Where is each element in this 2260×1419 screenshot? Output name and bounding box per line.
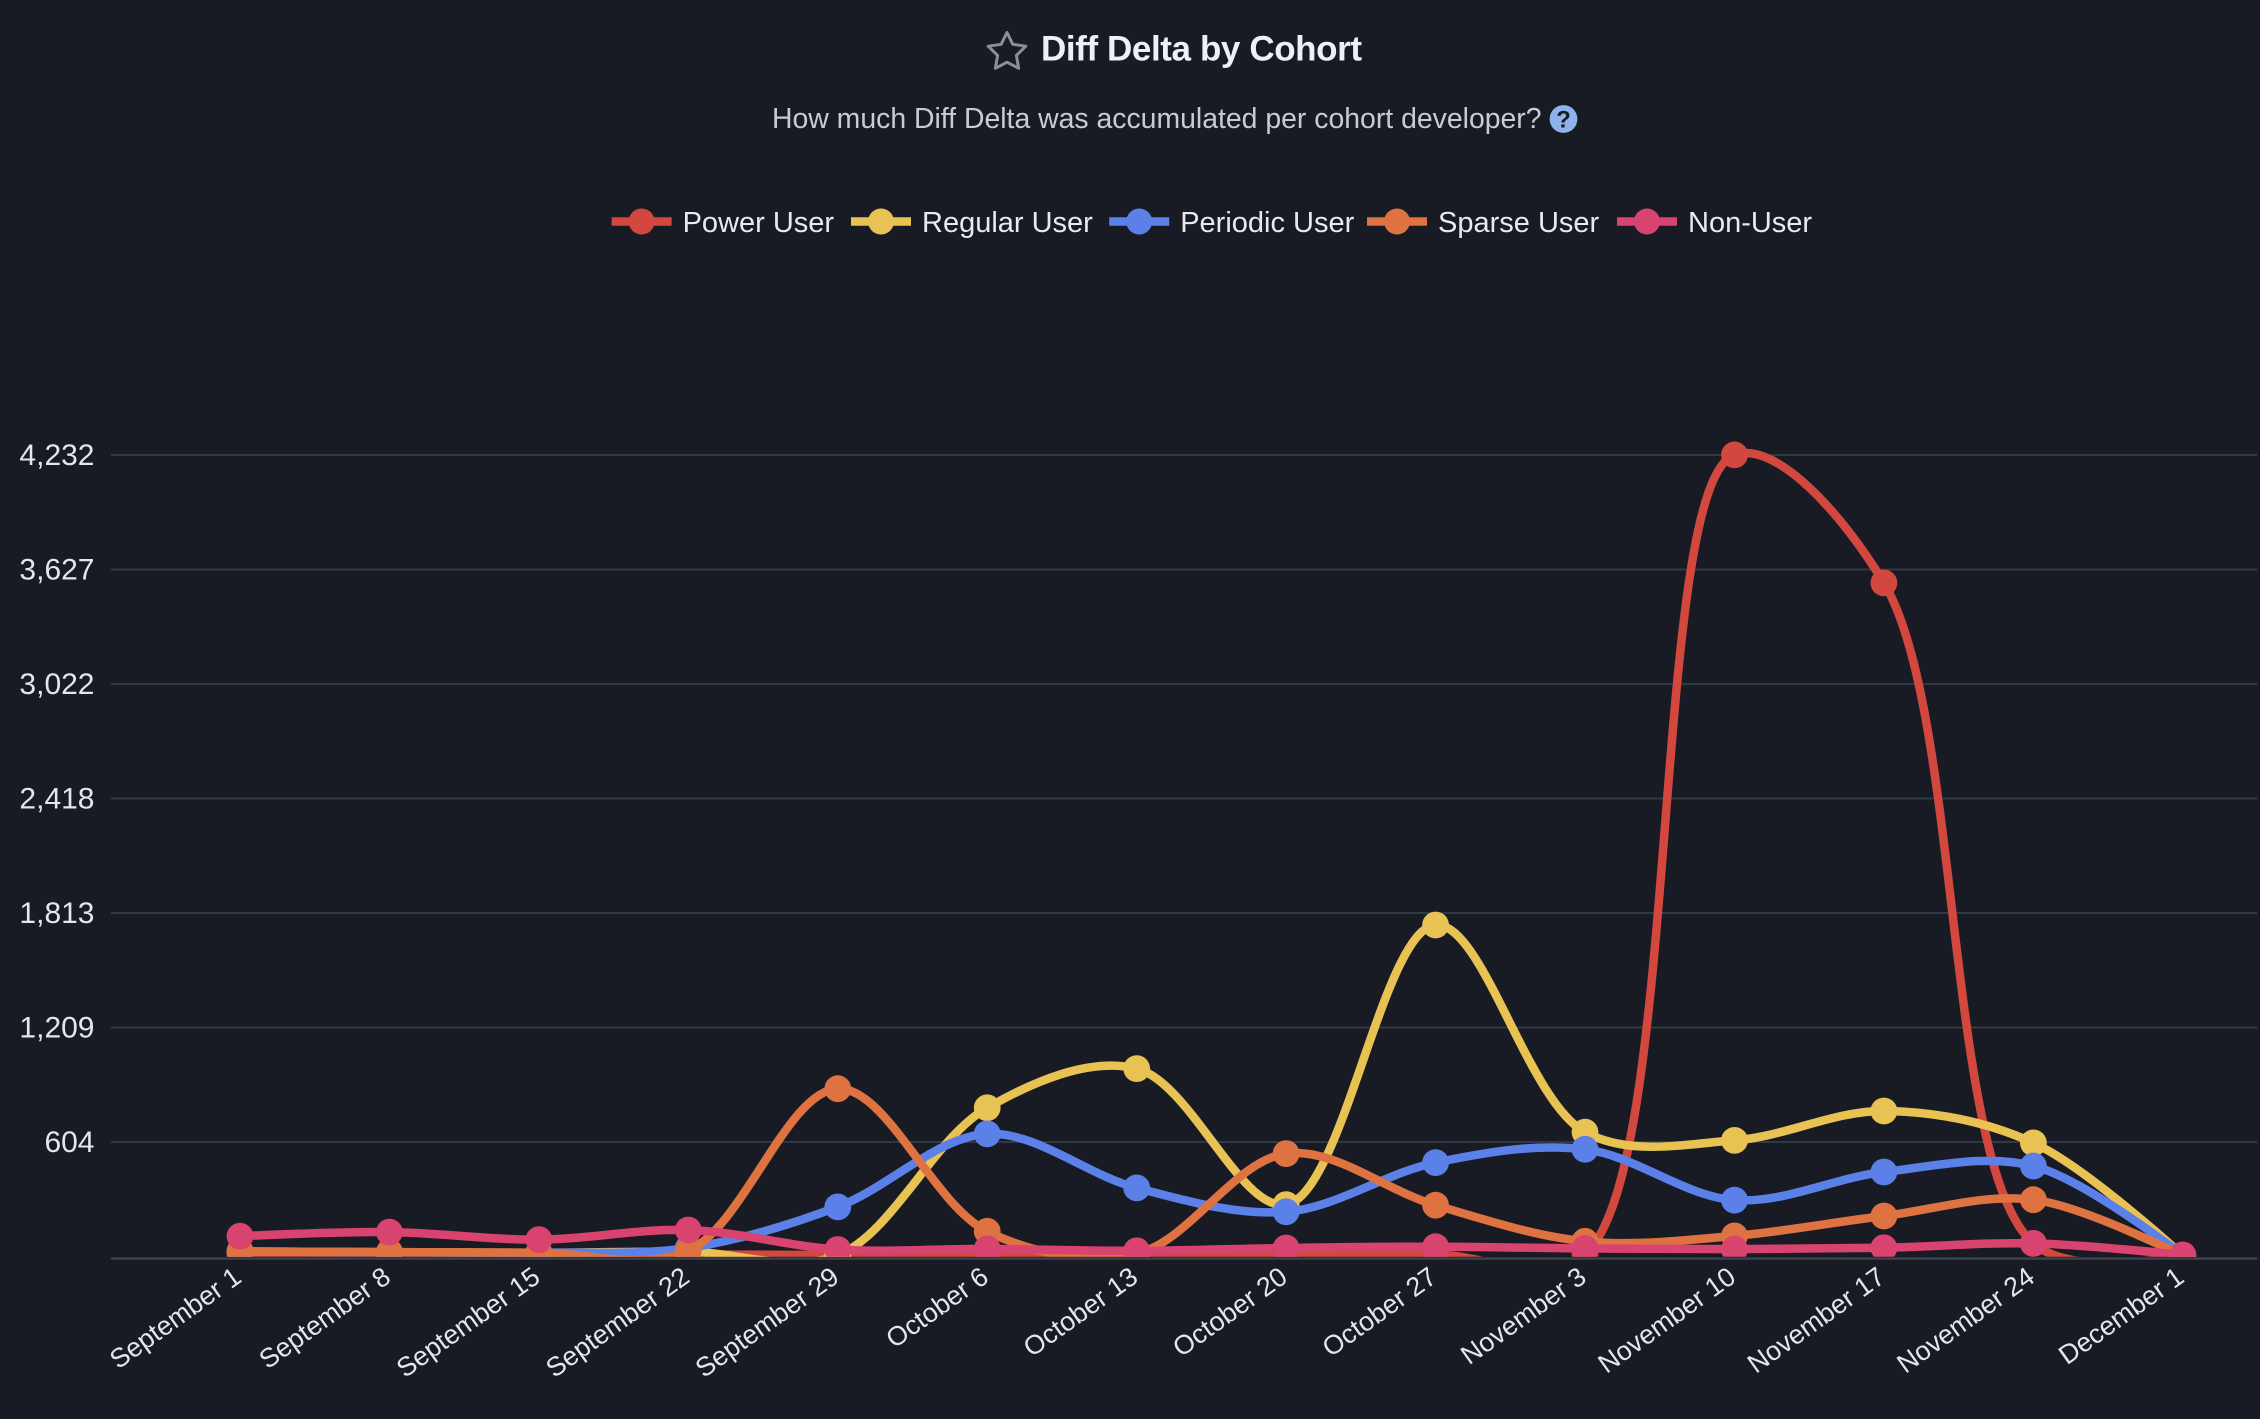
svg-text:Periodic User: Periodic User	[1180, 207, 1354, 239]
svg-text:1,813: 1,813	[19, 897, 94, 930]
svg-text:October 6: October 6	[880, 1261, 993, 1354]
svg-text:Diff Delta by Cohort: Diff Delta by Cohort	[1041, 30, 1362, 69]
svg-text:3,022: 3,022	[19, 668, 94, 701]
svg-text:How much Diff Delta was accumu: How much Diff Delta was accumulated per …	[772, 103, 1542, 135]
svg-text:December 1: December 1	[2053, 1261, 2189, 1370]
svg-text:October 13: October 13	[1018, 1261, 1143, 1362]
svg-text:September 22: September 22	[540, 1261, 694, 1383]
svg-text:?: ?	[1556, 107, 1571, 134]
svg-text:September 29: September 29	[690, 1261, 844, 1383]
svg-text:November 24: November 24	[1891, 1261, 2039, 1379]
svg-text:1,209: 1,209	[19, 1012, 94, 1045]
svg-text:4,232: 4,232	[19, 439, 94, 472]
svg-text:2,418: 2,418	[19, 783, 94, 816]
svg-text:Power User: Power User	[683, 207, 835, 239]
svg-text:3,627: 3,627	[19, 554, 94, 587]
svg-text:Sparse User: Sparse User	[1438, 207, 1600, 239]
svg-text:September 1: September 1	[104, 1261, 246, 1375]
svg-text:November 10: November 10	[1593, 1261, 1741, 1379]
svg-text:604: 604	[44, 1126, 94, 1159]
svg-text:Regular User: Regular User	[922, 207, 1093, 239]
svg-text:Non-User: Non-User	[1688, 207, 1812, 239]
svg-text:November 3: November 3	[1455, 1261, 1591, 1370]
svg-text:November 17: November 17	[1742, 1261, 1890, 1379]
svg-text:October 20: October 20	[1167, 1261, 1292, 1362]
svg-text:September 15: September 15	[391, 1261, 545, 1383]
svg-text:September 8: September 8	[254, 1261, 396, 1375]
svg-text:October 27: October 27	[1317, 1261, 1442, 1362]
